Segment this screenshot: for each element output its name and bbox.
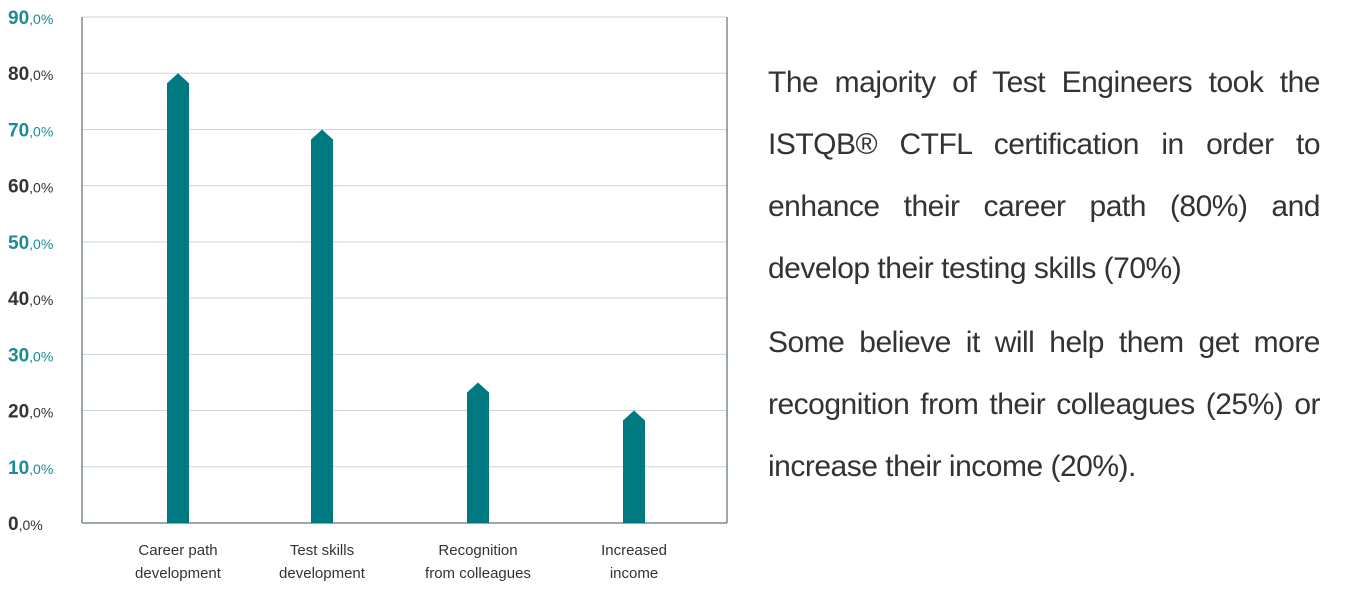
- axes: [81, 17, 728, 524]
- y-tick-label: 30,0%: [8, 345, 53, 366]
- summary-paragraph-2: Some believe it will help them get more …: [768, 326, 1321, 483]
- summary-text: The majority of Test Engineers took the …: [768, 52, 1321, 510]
- y-tick-suffix: ,0%: [29, 236, 53, 252]
- y-tick-value: 50: [8, 233, 29, 254]
- y-tick-label: 80,0%: [8, 64, 53, 85]
- y-tick-suffix: ,0%: [19, 517, 43, 533]
- y-tick-suffix: ,0%: [29, 292, 53, 308]
- y-tick-value: 20: [8, 402, 29, 423]
- y-tick-suffix: ,0%: [29, 405, 53, 421]
- y-tick-value: 30: [8, 345, 29, 366]
- bar-1: [167, 73, 189, 523]
- x-category-label: Test skills: [290, 542, 354, 559]
- y-tick-label: 0,0%: [8, 514, 43, 535]
- y-tick-label: 20,0%: [8, 402, 53, 423]
- bars: [167, 73, 645, 523]
- y-tick-label: 10,0%: [8, 458, 53, 479]
- y-tick-suffix: ,0%: [29, 461, 53, 477]
- y-axis-ticks: 0,0%10,0%20,0%30,0%40,0%50,0%60,0%70,0%8…: [8, 8, 53, 535]
- y-tick-label: 90,0%: [8, 8, 53, 29]
- y-tick-suffix: ,0%: [29, 348, 53, 364]
- y-tick-value: 70: [8, 120, 29, 141]
- bar-2: [311, 129, 333, 523]
- bar-3: [467, 382, 489, 523]
- y-tick-suffix: ,0%: [29, 67, 53, 83]
- x-category-label: Increased: [601, 542, 667, 559]
- y-tick-suffix: ,0%: [29, 11, 53, 27]
- x-category-label: development: [135, 565, 222, 582]
- x-category-label: Career path: [138, 542, 217, 559]
- y-tick-label: 60,0%: [8, 177, 53, 198]
- y-tick-value: 40: [8, 289, 29, 310]
- x-category-label: income: [610, 565, 658, 582]
- y-tick-label: 50,0%: [8, 233, 53, 254]
- gridlines: [82, 16, 727, 524]
- y-tick-suffix: ,0%: [29, 180, 53, 196]
- x-axis-labels: Career path development Test skills develop…: [135, 542, 667, 582]
- y-tick-value: 60: [8, 177, 29, 198]
- x-category-label: development: [279, 565, 366, 582]
- y-tick-label: 70,0%: [8, 120, 53, 141]
- y-tick-value: 0: [8, 514, 19, 535]
- y-tick-value: 90: [8, 8, 29, 29]
- summary-paragraph-1: The majority of Test Engineers took the …: [768, 66, 1321, 285]
- y-tick-value: 80: [8, 64, 29, 85]
- x-category-label: from colleagues: [425, 565, 531, 582]
- bar-4: [623, 410, 645, 523]
- bar-chart: 0,0%10,0%20,0%30,0%40,0%50,0%60,0%70,0%8…: [8, 8, 728, 582]
- y-tick-value: 10: [8, 458, 29, 479]
- x-category-label: Recognition: [438, 542, 517, 559]
- y-tick-suffix: ,0%: [29, 123, 53, 139]
- y-tick-label: 40,0%: [8, 289, 53, 310]
